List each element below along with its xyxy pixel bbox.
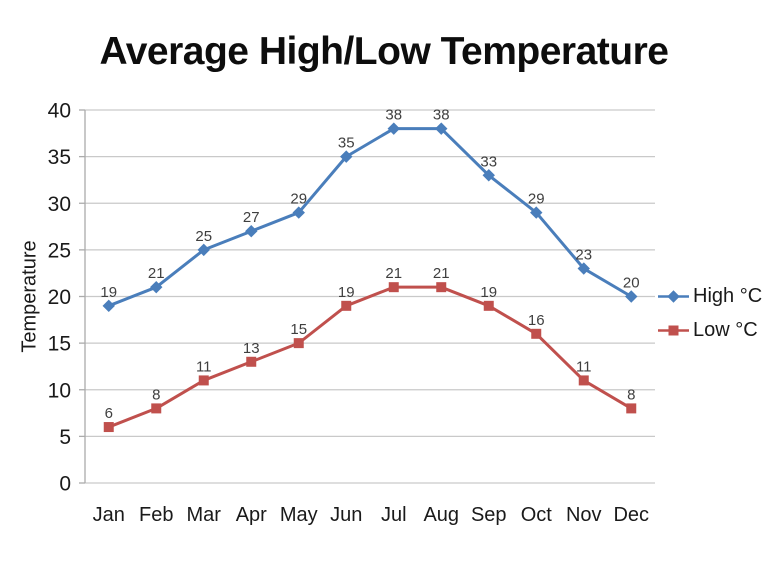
chart-title: Average High/Low Temperature: [99, 30, 669, 73]
data-point-marker-square: [388, 282, 399, 293]
data-point-marker-diamond: [387, 122, 400, 135]
x-tick-label: Dec: [613, 504, 649, 526]
data-point-label: 6: [105, 405, 113, 422]
x-tick-label: Aug: [423, 504, 459, 526]
data-point-marker-square: [531, 328, 542, 339]
legend-item-high: High °C: [657, 285, 762, 308]
y-tick-label: 0: [59, 473, 71, 496]
data-point-label: 38: [385, 107, 402, 124]
data-point-marker-square: [246, 356, 257, 367]
data-point-label: 13: [243, 340, 260, 357]
data-point-label: 21: [433, 265, 450, 282]
y-tick-label: 30: [48, 193, 71, 216]
data-point-marker-square: [341, 300, 352, 311]
high-series-line-marker-icon: [658, 290, 689, 303]
data-point-label: 11: [576, 358, 592, 375]
data-point-marker-square: [198, 375, 209, 386]
series-line-high: [107, 127, 633, 308]
x-tick-label: Jul: [381, 504, 407, 526]
y-tick-label: 25: [48, 239, 71, 262]
data-point-label: 27: [243, 209, 260, 226]
data-point-marker-diamond: [150, 280, 163, 294]
data-point-marker-diamond: [245, 225, 258, 238]
x-tick-label: Oct: [521, 504, 553, 526]
data-point-marker-diamond: [625, 290, 638, 303]
data-point-marker-square: [483, 300, 494, 311]
data-point-marker-square: [151, 403, 162, 414]
data-point-label: 25: [195, 228, 212, 245]
data-point-label: 29: [290, 191, 307, 208]
data-point-marker-diamond: [340, 150, 353, 163]
y-tick-label: 15: [48, 333, 71, 356]
data-point-marker-diamond: [197, 243, 210, 257]
data-point-label: 19: [338, 284, 355, 301]
x-tick-label: Sep: [471, 504, 507, 526]
chart-legend: High °C Low °C: [657, 285, 762, 342]
data-point-label: 38: [433, 107, 450, 124]
data-point-label: 29: [528, 191, 545, 208]
data-point-marker-diamond: [292, 206, 305, 219]
x-tick-label: Jun: [330, 504, 362, 526]
x-tick-label: Nov: [566, 504, 602, 526]
data-point-label: 21: [148, 265, 165, 282]
y-tick-label: 40: [48, 100, 71, 123]
y-tick-label: 35: [48, 146, 71, 169]
legend-label-high: High °C: [693, 285, 763, 307]
data-point-marker-square: [103, 422, 114, 433]
series-line-low: [107, 285, 633, 429]
data-point-marker-diamond: [482, 169, 495, 182]
x-tick-label: May: [280, 504, 318, 526]
data-point-label: 19: [100, 284, 117, 301]
data-point-label: 8: [627, 386, 635, 403]
x-tick-label: Apr: [236, 504, 267, 526]
data-point-marker-diamond: [435, 122, 448, 135]
data-point-marker-diamond: [577, 262, 590, 275]
y-tick-label: 20: [48, 286, 71, 309]
x-tick-label: Jan: [93, 504, 125, 526]
data-point-marker-diamond: [530, 206, 543, 219]
data-point-marker-square: [578, 375, 589, 386]
y-tick-label: 10: [48, 379, 71, 402]
legend-label-low: Low °C: [693, 319, 758, 341]
data-point-label: 19: [480, 284, 497, 301]
data-point-label: 35: [338, 135, 355, 152]
data-point-marker-square: [293, 338, 304, 349]
data-point-label: 23: [575, 247, 592, 264]
data-point-marker-square: [626, 403, 637, 414]
low-series-line-marker-icon: [658, 325, 689, 336]
data-point-label: 11: [196, 358, 212, 375]
legend-item-low: Low °C: [657, 319, 762, 342]
data-point-label: 15: [290, 321, 307, 338]
x-tick-label: Mar: [187, 504, 222, 526]
data-point-label: 21: [385, 265, 402, 282]
data-point-label: 8: [152, 386, 160, 403]
y-tick-label: 5: [59, 426, 71, 449]
data-point-marker-diamond: [102, 299, 115, 313]
data-point-label: 33: [480, 153, 497, 170]
x-tick-label: Feb: [139, 504, 173, 526]
data-point-label: 16: [528, 312, 545, 329]
data-point-label: 20: [623, 275, 640, 292]
data-point-marker-square: [436, 282, 447, 293]
